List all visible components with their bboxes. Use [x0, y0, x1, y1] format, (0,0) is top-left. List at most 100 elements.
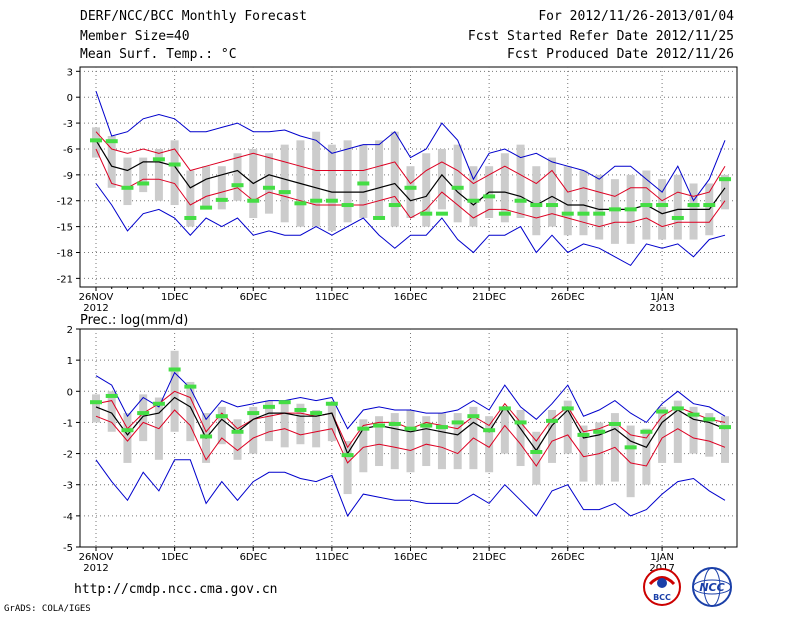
prec-obs-marker: [719, 425, 731, 430]
prec-obs-marker: [656, 409, 669, 414]
temp-spread-box: [312, 131, 321, 227]
temp-y-tick-label: -12: [57, 197, 73, 208]
source-url[interactable]: http://cmdp.ncc.cma.gov.cn: [74, 582, 278, 597]
prec-y-tick-label: -1: [63, 418, 73, 429]
prec-obs-marker: [310, 411, 323, 416]
logos: BCC NCC: [643, 567, 732, 607]
temp-obs-marker: [152, 157, 165, 162]
prec-spread-box: [673, 400, 682, 463]
prec-obs-marker: [388, 421, 401, 426]
prec-spread-box: [139, 394, 148, 442]
temp-obs-marker: [624, 207, 637, 212]
temp-obs-marker: [137, 181, 150, 186]
prec-x-tick-label: 6DEC: [240, 552, 267, 563]
temp-x-year-label: 2012: [83, 303, 108, 314]
prec-spread-box: [563, 400, 572, 454]
temp-spread-box: [327, 144, 336, 231]
prec-obs-marker: [467, 414, 480, 419]
prec-y-tick-label: -3: [63, 481, 73, 492]
prec-obs-marker: [546, 418, 559, 423]
temp-x-tick-label: 11DEC: [315, 292, 349, 303]
temp-x-tick-label: 26NOV: [79, 292, 114, 303]
prec-obs-marker: [593, 429, 606, 434]
fcst-started-date: Fcst Started Refer Date 2012/11/25: [467, 29, 734, 44]
temp-spread-box: [721, 174, 729, 210]
temp-obs-marker: [231, 183, 244, 188]
temp-x-year-label: 2013: [649, 303, 674, 314]
temp-obs-marker: [671, 215, 684, 220]
prec-obs-marker: [152, 401, 165, 406]
prec-x-tick-label: 1DEC: [161, 552, 188, 563]
temp-y-tick-label: -15: [57, 223, 73, 234]
prec-spread-box: [437, 413, 446, 470]
prec-obs-marker: [624, 445, 637, 450]
temp-spread-box: [92, 127, 100, 158]
temp-y-tick-label: -3: [63, 119, 73, 130]
temp-spread-box: [437, 148, 446, 210]
temp-obs-marker: [530, 203, 543, 208]
temp-y-tick-label: -6: [63, 145, 73, 156]
prec-obs-marker: [373, 423, 386, 428]
temp-obs-marker: [341, 203, 354, 208]
prec-x-tick-label: 11DEC: [315, 552, 349, 563]
temp-spread-box: [658, 179, 667, 240]
temp-y-tick-label: -18: [57, 248, 73, 259]
temp-obs-marker: [435, 211, 448, 216]
temp-obs-marker: [294, 201, 307, 206]
prec-obs-marker: [215, 414, 228, 419]
prec-spread-box: [186, 381, 195, 442]
temp-spread-box: [689, 183, 698, 240]
prec-obs-marker: [200, 434, 213, 439]
temp-spread-box: [280, 144, 289, 223]
temp-y-tick-label: 0: [67, 93, 73, 104]
temp-obs-marker: [168, 162, 181, 167]
prec-obs-marker: [561, 406, 574, 411]
prec-spread-box: [453, 413, 462, 470]
temp-obs-marker: [388, 203, 401, 208]
prec-x-tick-label: 26NOV: [79, 552, 114, 563]
prec-spread-box: [249, 406, 258, 454]
temp-obs-marker: [546, 203, 559, 208]
temp-x-tick-label: 26DEC: [551, 292, 585, 303]
prec-obs-marker: [247, 411, 260, 416]
prec-spread-box: [217, 406, 226, 445]
prec-obs-marker: [671, 406, 684, 411]
forecast-period: For 2012/11/26-2013/01/04: [538, 9, 734, 24]
temp-spread-box: [469, 166, 478, 227]
temp-obs-marker: [483, 194, 496, 199]
member-size: Member Size=40: [80, 29, 190, 44]
prec-spread-box: [375, 416, 384, 467]
prec-obs-marker: [530, 450, 543, 455]
prec-obs-marker: [640, 429, 653, 434]
temp-spread-box: [359, 144, 368, 218]
temp-spread-box: [595, 174, 604, 240]
temp-obs-marker: [467, 198, 480, 203]
prec-obs-marker: [184, 384, 197, 389]
temp-obs-marker: [703, 203, 716, 208]
prec-obs-marker: [420, 423, 433, 428]
prec-obs-marker: [498, 406, 511, 411]
temp-spread-box: [139, 157, 148, 193]
prec-obs-marker: [451, 420, 464, 425]
temp-spread-box: [186, 170, 195, 227]
temp-obs-marker: [247, 198, 260, 203]
temp-x-tick-label: 16DEC: [394, 292, 428, 303]
prec-spread-box: [548, 409, 557, 463]
temp-max-line: [95, 91, 726, 202]
prec-spread-box: [296, 403, 305, 445]
temp-obs-marker: [200, 205, 213, 210]
temp-spread-box: [563, 166, 572, 236]
prec-spread-box: [642, 428, 651, 485]
temp-spread-box: [422, 153, 431, 227]
temp-obs-marker: [687, 203, 700, 208]
prec-obs-marker: [105, 393, 118, 398]
temp-obs-marker: [451, 185, 464, 190]
prec-obs-marker: [168, 367, 181, 372]
temp-obs-marker: [420, 211, 433, 216]
prec-spread-box: [233, 419, 242, 460]
temp-spread_low-line: [95, 148, 726, 228]
temp-obs-marker: [656, 203, 669, 208]
prec-obs-marker: [514, 420, 527, 425]
prec-x-tick-label: 26DEC: [551, 552, 585, 563]
